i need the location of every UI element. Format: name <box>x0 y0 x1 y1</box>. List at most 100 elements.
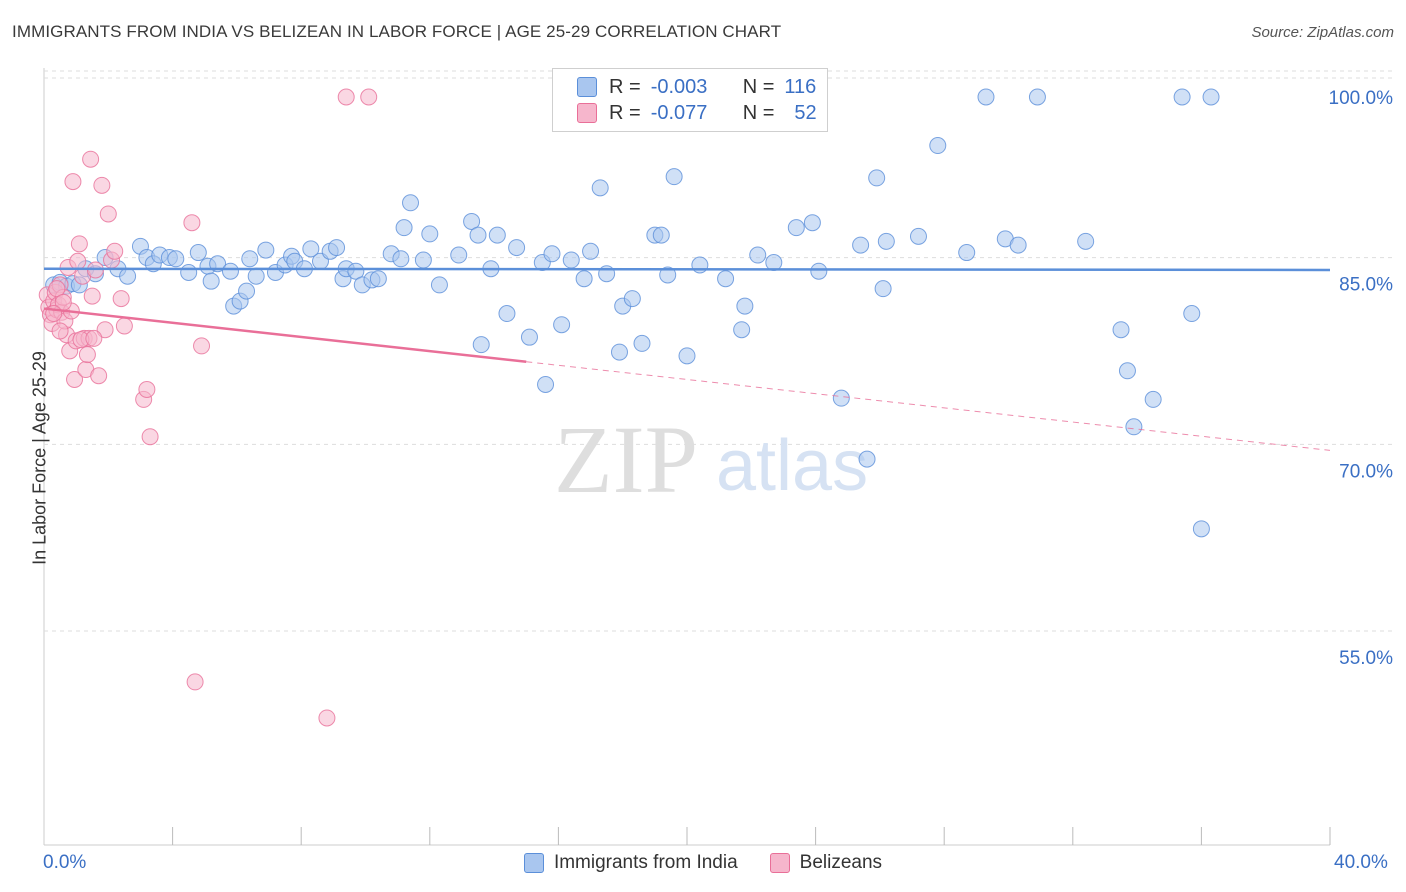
india-point <box>717 270 735 288</box>
belizean-swatch-icon <box>577 103 597 123</box>
india-point <box>119 267 137 285</box>
india-point <box>241 250 259 268</box>
india-point <box>180 263 198 281</box>
belizean-point <box>318 709 336 727</box>
india-point <box>450 246 468 264</box>
legend-item-label: Immigrants from India <box>553 852 738 873</box>
india-point <box>659 266 677 284</box>
watermark-atlas: atlas <box>716 426 868 506</box>
legend-r-label: R = <box>609 75 641 98</box>
india-point <box>736 297 754 315</box>
india-point <box>537 375 555 393</box>
india-point <box>553 316 571 334</box>
india-point <box>402 194 420 212</box>
india-point <box>257 241 275 259</box>
belizean-legend-icon <box>769 853 790 873</box>
india-point <box>347 262 365 280</box>
india-point <box>765 254 783 272</box>
belizean-point <box>64 173 82 191</box>
india-point <box>623 290 641 308</box>
watermark-zip: ZIP <box>554 406 698 513</box>
india-point <box>543 245 561 263</box>
india-point <box>421 225 439 243</box>
x-tick-right: 40.0% <box>1334 852 1388 873</box>
india-point <box>369 270 387 288</box>
india-point <box>633 334 651 352</box>
legend-r-value: -0.077 <box>650 101 708 124</box>
india-point <box>832 389 850 407</box>
india-point <box>909 227 927 245</box>
belizean-point <box>106 242 124 260</box>
india-point <box>562 251 580 269</box>
belizean-point <box>83 287 101 305</box>
belizean-point <box>141 428 159 446</box>
india-point <box>868 169 886 187</box>
india-point <box>1118 362 1136 380</box>
belizean-point <box>48 280 66 298</box>
legend-row-belizean: R = -0.077 N = 52 <box>553 100 817 126</box>
belizean-point <box>66 370 84 388</box>
india-point <box>733 321 751 339</box>
belizean-trend-line-dashed <box>526 361 1331 451</box>
india-point <box>395 219 413 237</box>
series-legend: Immigrants from India Belizeans <box>0 852 1406 874</box>
belizean-point <box>78 346 96 364</box>
india-point <box>575 270 593 288</box>
india-point <box>652 226 670 244</box>
india-point <box>858 450 876 468</box>
y-axis-label: In Labor Force | Age 25-29 <box>29 351 50 565</box>
belizean-point <box>337 88 355 106</box>
belizean-point <box>70 235 88 253</box>
india-point <box>167 250 185 268</box>
chart-title: IMMIGRANTS FROM INDIA VS BELIZEAN IN LAB… <box>12 22 782 41</box>
belizean-point <box>85 329 103 347</box>
belizean-point <box>112 290 130 308</box>
india-point <box>508 239 526 257</box>
india-point <box>591 179 609 197</box>
belizean-point <box>99 205 117 223</box>
india-point <box>1202 88 1220 106</box>
india-point <box>1112 321 1130 339</box>
legend-item-label: Belizeans <box>799 852 883 873</box>
india-point <box>1183 305 1201 323</box>
belizean-point <box>90 367 108 385</box>
correlation-legend: R = -0.003 N = 116 R = -0.077 N = 52 <box>552 68 828 132</box>
legend-r-value: -0.003 <box>650 75 708 98</box>
legend-n-value: 116 <box>784 75 817 98</box>
india-point <box>665 168 683 186</box>
belizean-point <box>186 673 204 691</box>
legend-item-india: Immigrants from India <box>523 852 738 874</box>
india-point <box>977 88 995 106</box>
india-point <box>874 280 892 298</box>
belizean-point <box>115 317 133 335</box>
india-point <box>328 239 346 257</box>
belizean-point <box>82 150 100 168</box>
india-point <box>1077 232 1095 250</box>
india-point <box>610 343 628 361</box>
india-point <box>810 262 828 280</box>
india-point <box>498 305 516 323</box>
india-point <box>247 267 265 285</box>
india-point <box>1009 236 1027 254</box>
legend-row-india: R = -0.003 N = 116 <box>553 74 816 100</box>
y-tick-label: 85.0% <box>1339 275 1393 296</box>
belizean-trend-line <box>43 307 527 363</box>
legend-item-belizean: Belizeans <box>769 852 883 874</box>
india-point <box>1144 390 1162 408</box>
india-point <box>488 226 506 244</box>
india-point <box>803 214 821 232</box>
belizean-point <box>193 337 211 355</box>
y-tick-label: 70.0% <box>1339 461 1393 482</box>
belizean-point <box>93 176 111 194</box>
legend-n-value: 52 <box>794 101 817 124</box>
x-tick-left: 0.0% <box>43 852 87 873</box>
india-point <box>749 246 767 264</box>
india-point <box>877 232 895 250</box>
india-point <box>238 282 256 300</box>
india-point <box>469 226 487 244</box>
india-point <box>472 336 490 354</box>
india-point <box>221 262 239 280</box>
india-point <box>929 137 947 155</box>
india-swatch-icon <box>577 77 597 97</box>
